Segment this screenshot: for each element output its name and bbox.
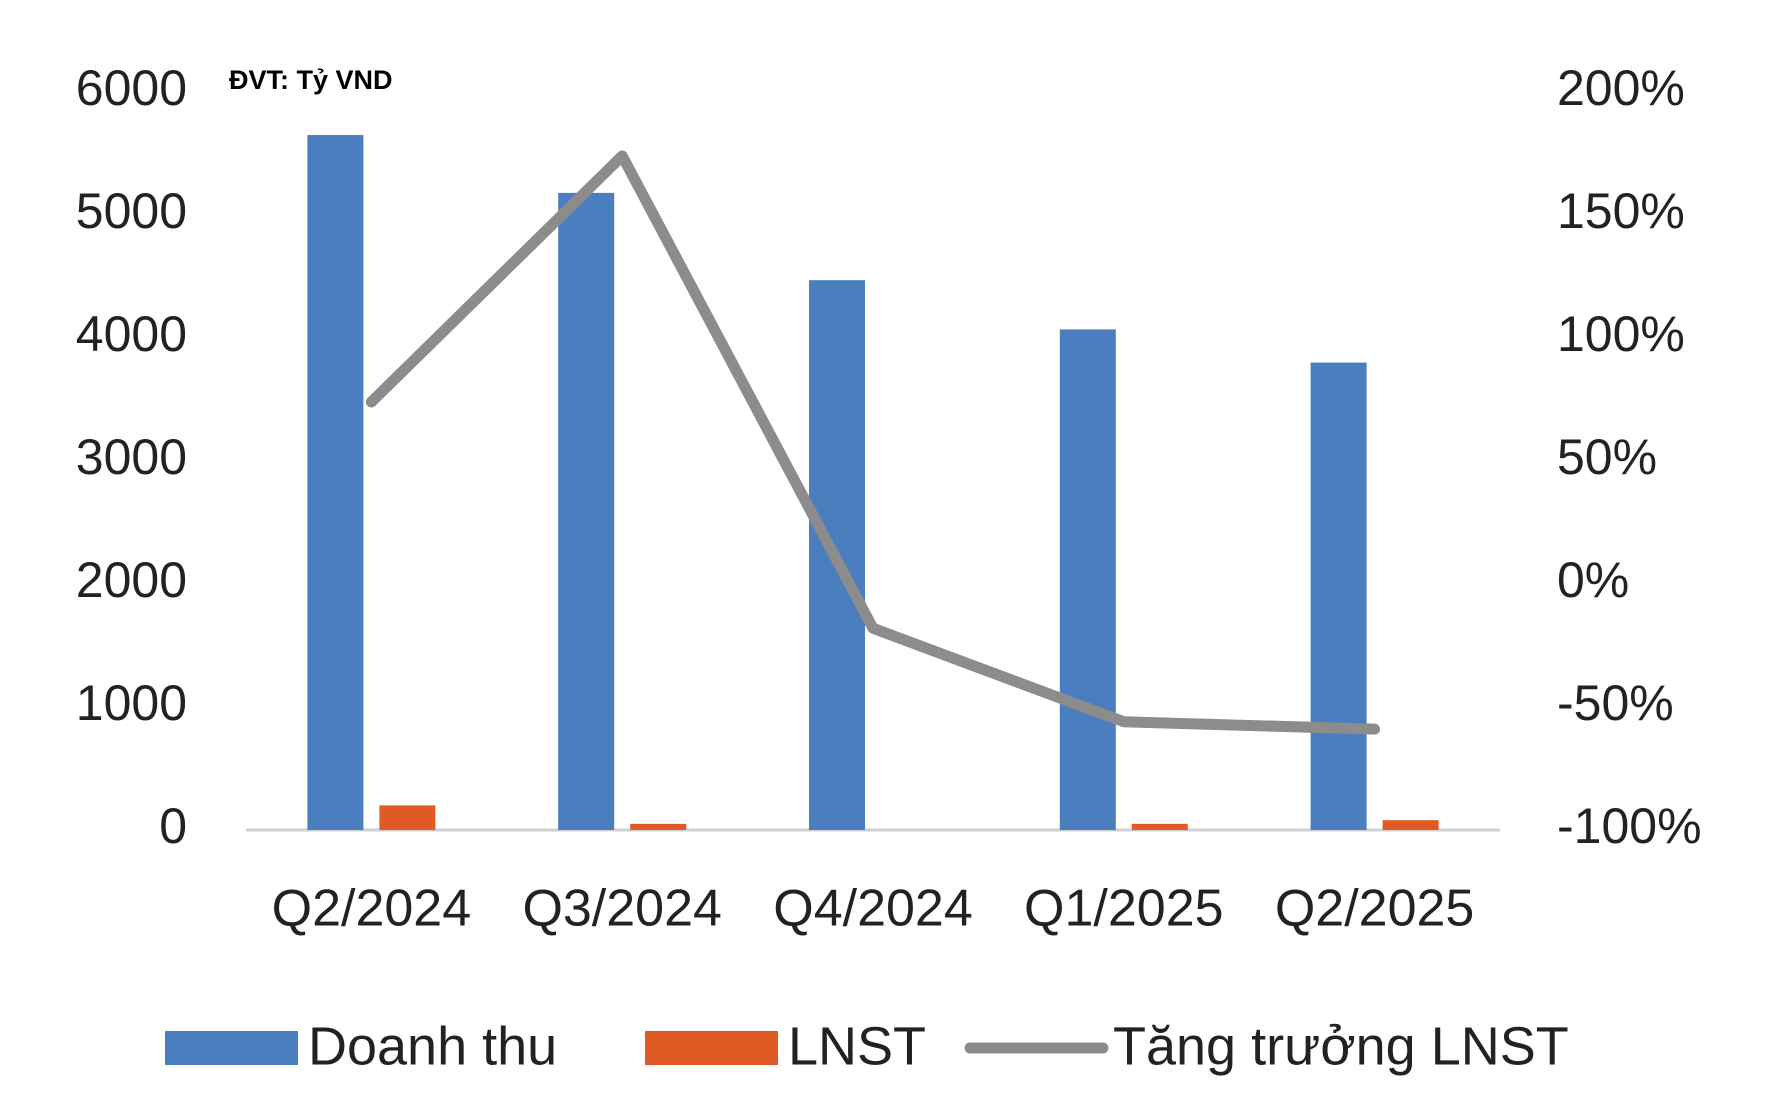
y-tick-label: 2000 xyxy=(76,552,187,608)
bar xyxy=(630,823,687,830)
x-tick-label: Q3/2024 xyxy=(522,880,722,938)
y-tick-label: 6000 xyxy=(76,60,187,116)
y2-tick-label: -50% xyxy=(1557,675,1674,731)
bar xyxy=(1310,362,1367,830)
y2-tick-label: 150% xyxy=(1557,183,1685,239)
y-tick-label: 3000 xyxy=(76,429,187,485)
y-tick-label: 1000 xyxy=(76,675,187,731)
y2-tick-label: 200% xyxy=(1557,60,1685,116)
x-tick-label: Q2/2025 xyxy=(1275,880,1475,938)
y2-tick-label: 50% xyxy=(1557,429,1657,485)
legend-swatch xyxy=(645,1031,778,1065)
y-tick-label: 4000 xyxy=(76,306,187,362)
y2-tick-label: 100% xyxy=(1557,306,1685,362)
x-tick-label: Q2/2024 xyxy=(272,880,472,938)
bar xyxy=(1382,820,1439,830)
legend-label: Doanh thu xyxy=(308,1016,557,1076)
y2-tick-label: -100% xyxy=(1557,798,1702,854)
unit-annotation: ĐVT: Tỷ VND xyxy=(229,65,393,95)
legend-label: Tăng trưởng LNST xyxy=(1113,1016,1569,1076)
y-tick-label: 5000 xyxy=(76,183,187,239)
x-tick-label: Q1/2025 xyxy=(1024,880,1224,938)
y-tick-label: 0 xyxy=(159,798,187,854)
bar xyxy=(307,135,364,831)
y2-tick-label: 0% xyxy=(1557,552,1629,608)
bar xyxy=(1059,329,1116,830)
bar xyxy=(558,192,615,831)
bar xyxy=(379,805,436,830)
bar xyxy=(1131,823,1188,830)
legend-swatch xyxy=(165,1031,298,1065)
line-series xyxy=(365,150,1381,735)
x-tick-label: Q4/2024 xyxy=(773,880,973,938)
legend-label: LNST xyxy=(788,1016,926,1076)
